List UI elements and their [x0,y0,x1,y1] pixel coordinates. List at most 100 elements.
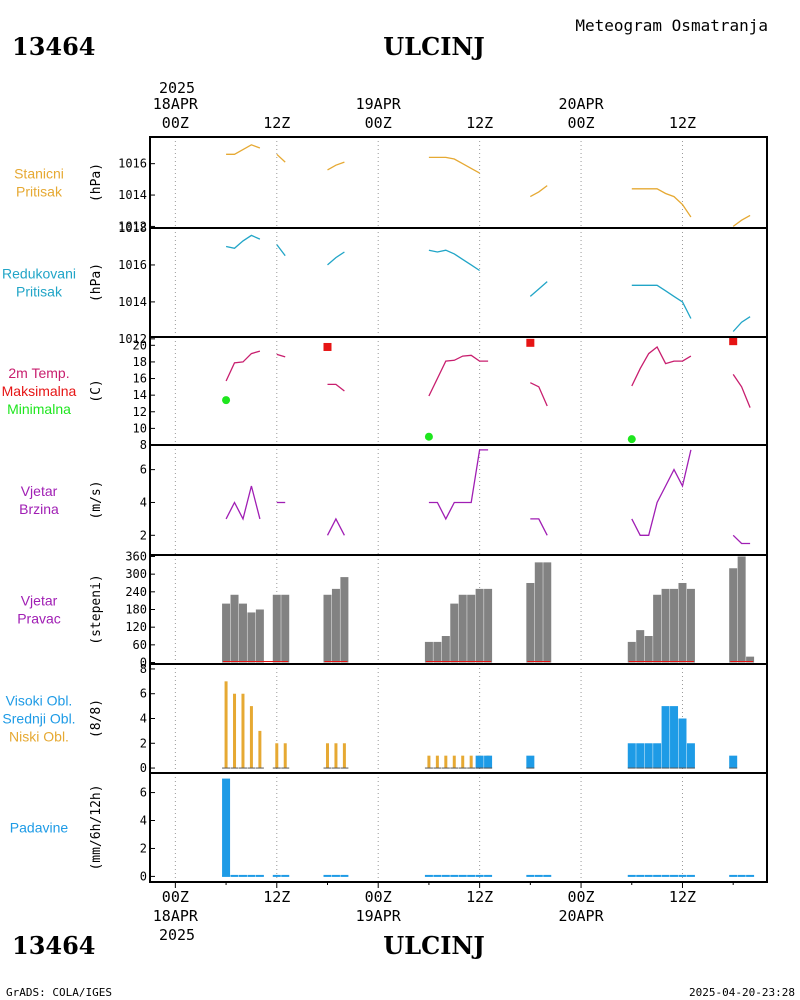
bottom-hour-label: 00Z [162,888,189,906]
y-tick-label: 1014 [118,295,147,309]
y-tick-label: 8 [140,438,147,452]
panel-title-line: Niski Obl. [9,729,69,745]
y-tick-label: 300 [125,567,147,581]
y-tick-label: 4 [140,712,147,726]
wind-dir-bar [467,594,476,663]
y-tick-label: 1016 [118,258,147,272]
series-line [631,449,692,536]
wind-dir-bar [543,562,552,663]
panel-precip: 0 2 4 6 (mm/6h/12h) Padavine [10,772,768,883]
panel-redukovani: 1012 1014 1016 1018 (hPa) Redukovani Pritisak [2,221,768,346]
top-hour-label: 12Z [466,114,493,132]
bottom-axis-line [150,882,767,883]
high-cloud-bar [670,706,679,769]
panel-frame [149,444,768,556]
wind-dir-bar [686,588,695,663]
panel-wind: 2 4 6 (m/s) Vjetar Brzina [19,444,768,556]
tmax-marker [323,342,332,351]
y-tick-label: 16 [133,372,147,386]
series-line [732,316,751,332]
y-tick-label: 20 [133,338,147,352]
high-cloud-bar [653,743,662,769]
top-date-label: 20APR [558,95,604,113]
wind-dir-bar [653,594,662,663]
y-tick-label: 18 [133,355,147,369]
bottom-hour-label: 12Z [669,888,696,906]
high-cloud-bar [661,706,670,769]
wind-dir-bar [534,562,543,663]
high-cloud-bar [475,755,484,769]
precip-bar [222,778,231,877]
high-cloud-bar [678,718,687,769]
wind-dir-bar [238,603,247,663]
low-cloud-bar [444,755,448,769]
bottom-date-label: 19APR [356,907,402,925]
low-cloud-bar [258,730,262,769]
bottom-date-label: 18APR [153,907,199,925]
series-line [530,518,548,536]
footer-timestamp: 2025-04-20-23:28 [689,986,795,999]
panel-winddir: 0 60 120 180 240 300 360 (stepeni) Vjetar Pravac [17,549,768,670]
wind-dir-bar [230,594,239,663]
panel-title-line: Minimalna [7,401,71,417]
series-line [428,354,489,397]
bottom-date-label: 20APR [558,907,604,925]
top-hour-label: 12Z [263,114,290,132]
y-tick-label: 0 [140,869,147,883]
series-line [631,188,692,218]
series-line [226,144,261,155]
series-line [631,284,692,319]
grads-credit: GrADS: COLA/IGES [6,986,112,999]
high-cloud-bar [644,743,653,769]
wind-dir-bar [255,609,264,663]
wind-dir-bar [340,577,349,663]
wind-dir-bar [661,588,670,663]
y-tick-label: 6 [140,786,147,800]
wind-dir-bar [746,656,755,663]
tmin-marker [424,432,433,441]
panel-content [222,778,755,877]
panel-frame [149,136,768,229]
top-hour-label: 00Z [568,114,595,132]
tmin-marker [222,396,231,405]
series-line [225,234,261,250]
low-cloud-bar [469,755,473,769]
bottom-hour-label: 12Z [466,888,493,906]
series-line [530,382,548,407]
panel-title-line: Brzina [19,501,59,517]
series-line [327,251,345,266]
tmax-marker [526,338,535,347]
panel-title-line: Padavine [10,820,69,836]
wind-dir-bar [670,588,679,663]
wind-dir-bar [737,556,746,663]
low-cloud-bar [461,755,465,769]
top-hour-label: 12Z [669,114,696,132]
high-cloud-bar [729,755,738,769]
y-tick-label: 8 [140,662,147,676]
wind-dir-bar [475,588,484,663]
panel-content [222,681,738,769]
wind-dir-bar [526,582,535,663]
series-line [225,485,261,521]
series-line [631,346,692,387]
y-tick-label: 0 [140,656,147,670]
y-tick-label: 180 [125,603,147,617]
meteogram-subtitle: Meteogram Osmatranja [575,16,768,35]
panel-title-line: Pritisak [16,284,63,300]
wind-dir-bar [433,641,442,663]
panel-stanicni: 1012 1014 1016 (hPa) Stanicni Pritisak [14,136,768,233]
y-tick-label: 4 [140,814,147,828]
y-tick-label: 2 [140,736,147,750]
y-tick-label: 12 [133,405,147,419]
low-cloud-bar [283,743,287,769]
high-cloud-bar [526,755,535,769]
y-tick-label: 10 [133,421,147,435]
bottom-hour-label: 00Z [365,888,392,906]
wind-dir-bar [458,594,467,663]
wind-dir-bar [441,636,450,663]
panel-frame [149,772,768,883]
low-cloud-bar [224,681,228,769]
